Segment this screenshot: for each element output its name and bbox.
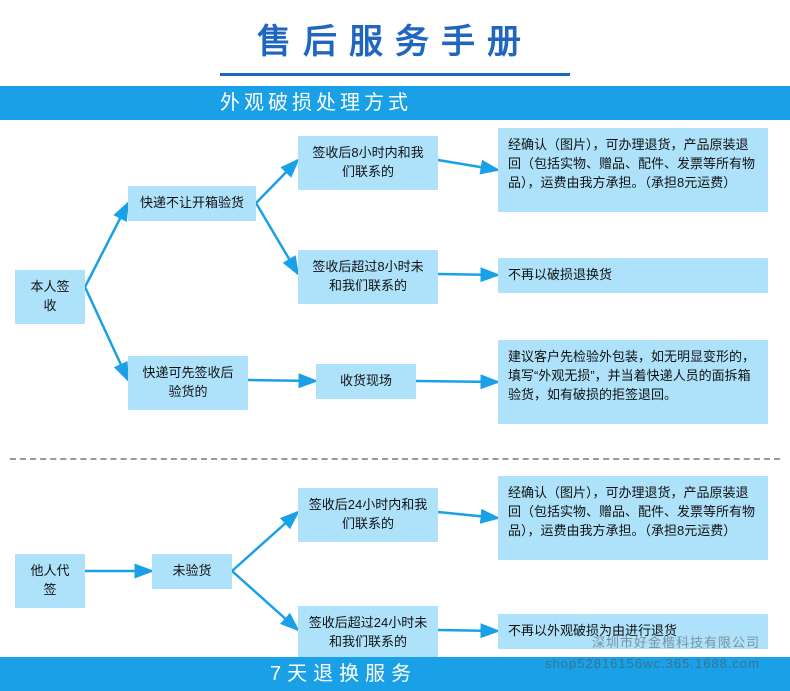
flow-node: 建议客户先检验外包装，如无明显变形的，填写“外观无损”，并当着快递人员的面拆箱验…	[498, 340, 768, 424]
flow-edge	[438, 274, 498, 275]
flow-edge	[85, 287, 128, 380]
flow-edge	[256, 160, 298, 203]
flow-edge	[438, 512, 498, 518]
flow-edge	[85, 203, 128, 287]
flow-edge	[438, 630, 498, 631]
page-title: 售后服务手册	[0, 0, 790, 73]
flow-node: 经确认（图片），可办理退货，产品原装退回（包括实物、赠品、配件、发票等所有物品）…	[498, 476, 768, 560]
flow-node: 快递可先签收后验货的	[128, 356, 248, 410]
flow-edge	[256, 203, 298, 274]
flow-edge	[438, 160, 498, 170]
flow-node: 不再以破损退换货	[498, 258, 768, 293]
section-banner: 外观破损处理方式	[0, 86, 790, 120]
flow-edge	[248, 380, 316, 381]
flow-edge	[232, 512, 298, 571]
flow-edge	[232, 571, 298, 630]
flow-node: 他人代签	[15, 554, 85, 608]
watermark-company: 深圳市好金楷科技有限公司	[592, 632, 760, 651]
title-underline	[220, 73, 570, 76]
flowchart-section-2: 他人代签 未验货 签收后24小时内和我们联系的签收后超过24小时未和我们联系的 经确认…	[0, 464, 790, 684]
flow-node: 签收后8小时内和我们联系的	[298, 136, 438, 190]
flow-node: 快递不让开箱验货	[128, 186, 256, 221]
flow-node: 签收后超过8小时未和我们联系的	[298, 250, 438, 304]
flow-node: 收货现场	[316, 364, 416, 399]
flowchart-section-1: 本人签收 快递不让开箱验货快递可先签收后验货的 签收后8小时内和我们联系的签收后超过…	[0, 120, 790, 454]
flow-node: 经确认（图片），可办理退货，产品原装退回（包括实物、赠品、配件、发票等所有物品）…	[498, 128, 768, 212]
flow-node: 签收后超过24小时未和我们联系的	[298, 606, 438, 660]
flow-node: 签收后24小时内和我们联系的	[298, 488, 438, 542]
flow-node: 本人签收	[15, 270, 85, 324]
watermark-url: shop52816156wc.365.1688.com	[545, 656, 760, 671]
section-divider	[10, 458, 780, 460]
flow-node: 未验货	[152, 554, 232, 589]
flow-edge	[416, 381, 498, 382]
